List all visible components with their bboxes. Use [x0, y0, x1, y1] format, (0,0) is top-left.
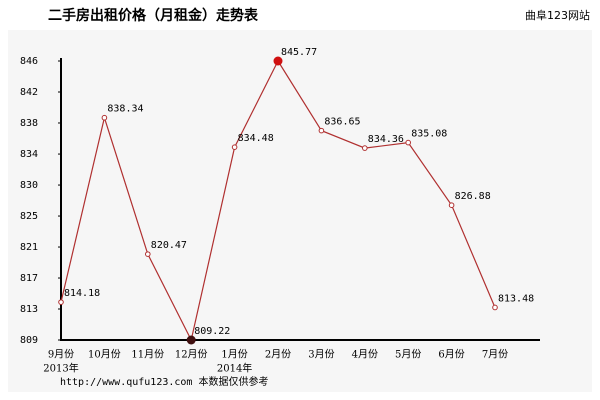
point [186, 335, 196, 345]
year-label: 2013年 [43, 362, 78, 375]
x-tick-label: 10月份 [88, 349, 121, 361]
point [145, 251, 151, 257]
data-label: 835.08 [411, 129, 447, 140]
x-tick-label: 9月份 [48, 349, 74, 361]
x-tick-label: 3月份 [308, 349, 334, 361]
x-tick-label: 7月份 [482, 349, 508, 361]
y-tick-label: 809 [20, 335, 38, 346]
data-label: 820.47 [151, 240, 187, 251]
data-label: 834.36 [368, 134, 404, 145]
point [58, 299, 64, 305]
y-tick-label: 821 [20, 242, 38, 253]
x-tick-label: 11月份 [131, 349, 164, 361]
point [362, 145, 368, 151]
data-label: 838.34 [107, 104, 143, 115]
data-label: 845.77 [281, 47, 317, 58]
data-label: 809.22 [194, 326, 230, 337]
x-tick-label: 6月份 [438, 349, 464, 361]
data-label: 834.48 [238, 133, 274, 144]
chart-title: 二手房出租价格（月租金）走势表 [48, 7, 259, 24]
data-label: 813.48 [498, 293, 534, 304]
plot-background [8, 30, 592, 392]
y-tick-label: 830 [20, 180, 38, 191]
data-label: 814.18 [64, 288, 100, 299]
y-tick-label: 817 [20, 273, 38, 284]
source: 曲阜123网站 [525, 8, 590, 22]
point [448, 202, 455, 208]
x-tick-label: 1月份 [221, 349, 247, 361]
year-label: 2014年 [217, 362, 252, 375]
x-tick-label: 5月份 [395, 349, 421, 361]
y-tick-label: 825 [20, 211, 38, 222]
point [273, 56, 283, 66]
point [101, 114, 108, 121]
x-tick-label: 2月份 [265, 349, 291, 361]
point [492, 304, 498, 311]
y-tick-label: 834 [20, 149, 38, 160]
y-tick-label: 813 [20, 304, 38, 315]
data-label: 826.88 [455, 191, 491, 202]
data-label: 836.65 [324, 117, 360, 128]
y-tick-label: 838 [20, 118, 38, 129]
y-tick-label: 842 [20, 87, 38, 98]
point [318, 127, 325, 134]
point [231, 144, 238, 150]
y-tick-label: 846 [20, 56, 38, 67]
point [405, 139, 412, 146]
footer: http://www.qufu123.com 本数据仅供参考 [60, 375, 268, 388]
x-tick-label: 4月份 [352, 349, 378, 361]
x-tick-label: 12月份 [175, 349, 208, 361]
